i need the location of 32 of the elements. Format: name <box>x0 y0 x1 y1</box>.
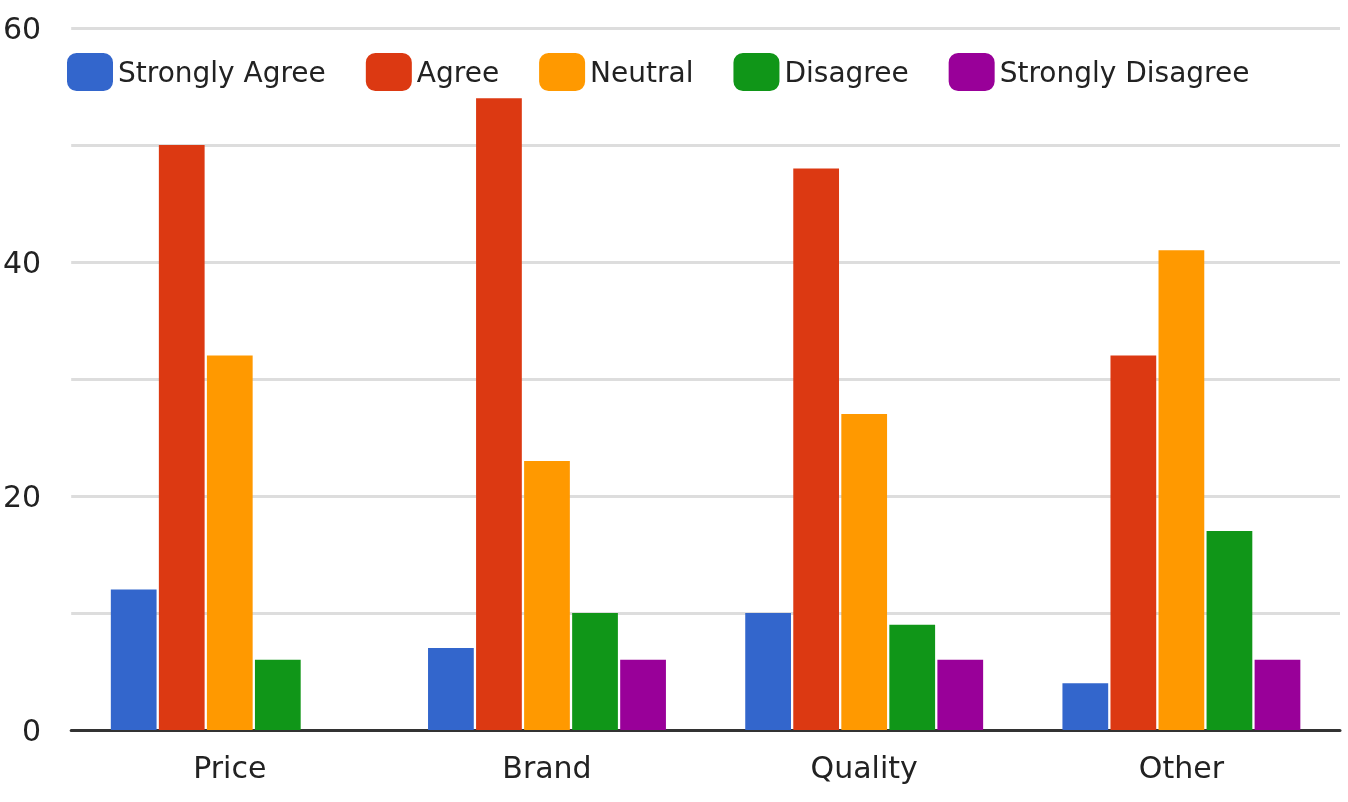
bar <box>254 659 301 730</box>
bar <box>620 659 666 730</box>
bar <box>1254 659 1301 730</box>
legend-label: Strongly Disagree <box>999 55 1250 89</box>
x-tick-label: Brand <box>502 749 592 785</box>
bar <box>476 98 522 730</box>
x-tick-label: Price <box>193 749 267 785</box>
bar <box>572 613 618 730</box>
legend-label: Neutral <box>590 55 694 89</box>
bar <box>1158 250 1205 730</box>
bar <box>206 355 253 730</box>
bar <box>158 145 205 730</box>
y-tick-label: 40 <box>2 244 42 280</box>
x-tick-label: Quality <box>810 749 918 785</box>
y-tick-label: 0 <box>22 712 42 748</box>
bar <box>1062 683 1109 730</box>
x-tick-label: Other <box>1138 749 1225 785</box>
legend-label: Disagree <box>784 55 909 89</box>
bar <box>889 624 936 730</box>
bar <box>937 659 984 730</box>
bar <box>793 168 840 730</box>
legend-label: Strongly Agree <box>118 55 326 89</box>
bar <box>110 589 157 730</box>
y-tick-label: 60 <box>2 10 42 46</box>
bar <box>1110 355 1157 730</box>
bar <box>524 460 570 730</box>
bar <box>428 648 474 730</box>
bar <box>841 414 888 730</box>
bar <box>1206 531 1253 730</box>
y-tick-label: 20 <box>2 478 42 514</box>
bar <box>745 613 791 730</box>
legend-label: Agree <box>416 55 500 89</box>
